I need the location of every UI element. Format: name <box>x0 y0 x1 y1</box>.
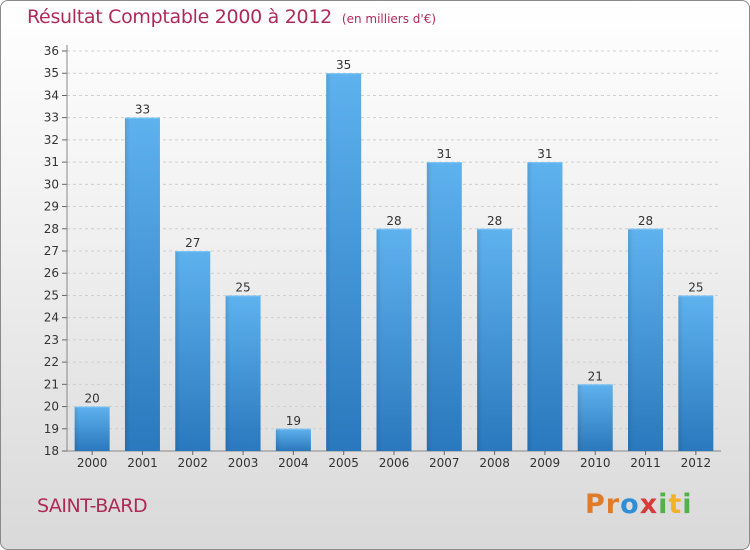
data-label: 25 <box>235 280 250 294</box>
x-tick-label: 2001 <box>127 456 158 470</box>
y-tick-label: 30 <box>44 177 59 191</box>
y-tick-label: 25 <box>44 288 59 302</box>
bar <box>477 228 513 451</box>
y-tick-label: 23 <box>44 333 59 347</box>
bar <box>628 228 664 451</box>
data-label: 28 <box>386 214 401 228</box>
y-tick-label: 28 <box>44 222 59 236</box>
bar-shade <box>326 73 332 451</box>
y-tick-label: 26 <box>44 266 59 280</box>
brand-logo-letter: i <box>658 489 669 520</box>
bar <box>326 73 362 451</box>
y-tick-label: 31 <box>44 155 59 169</box>
bar-shade <box>527 162 533 451</box>
y-tick-label: 36 <box>44 44 59 58</box>
x-tick-label: 2003 <box>228 456 259 470</box>
brand-logo-letter: i <box>682 489 693 520</box>
data-label: 31 <box>437 147 452 161</box>
commune-name: SAINT-BARD <box>37 495 148 517</box>
y-tick-label: 18 <box>44 444 59 458</box>
bar-shade <box>678 295 684 451</box>
bar <box>225 295 261 451</box>
bar-shade <box>124 117 130 452</box>
y-tick-label: 34 <box>44 88 59 102</box>
bar-shade <box>225 295 231 451</box>
bar <box>527 162 563 451</box>
x-tick-label: 2009 <box>530 456 561 470</box>
data-label: 25 <box>688 280 703 294</box>
chart-title: Résultat Comptable 2000 à 2012 <box>27 6 332 28</box>
brand-logo: Proxiti <box>585 489 693 520</box>
data-label: 35 <box>336 58 351 72</box>
x-tick-label: 2004 <box>278 456 309 470</box>
bar-shade <box>577 384 583 451</box>
data-label: 28 <box>638 214 653 228</box>
y-tick-label: 19 <box>44 422 59 436</box>
bar <box>175 251 211 451</box>
bar-shade <box>477 228 483 451</box>
y-tick-label: 24 <box>44 311 59 325</box>
bar-shade <box>376 228 382 451</box>
brand-logo-letter: t <box>668 489 683 520</box>
y-tick-label: 29 <box>44 200 59 214</box>
bar <box>376 228 412 451</box>
y-tick-label: 22 <box>44 355 59 369</box>
data-label: 20 <box>85 392 100 406</box>
data-label: 21 <box>588 369 603 383</box>
x-tick-label: 2006 <box>379 456 410 470</box>
y-tick-label: 33 <box>44 111 59 125</box>
x-tick-label: 2002 <box>177 456 208 470</box>
bar <box>678 295 714 451</box>
bar <box>426 162 462 451</box>
y-tick-label: 35 <box>44 66 59 80</box>
y-tick-label: 21 <box>44 377 59 391</box>
data-label: 19 <box>286 414 301 428</box>
bar-shade <box>628 228 634 451</box>
bar-shade <box>426 162 432 451</box>
data-label: 27 <box>185 236 200 250</box>
brand-logo-letter: r <box>605 489 621 520</box>
x-tick-label: 2005 <box>328 456 359 470</box>
bar-layer: 20 33 27 25 19 35 28 31 28 31 21 28 25 <box>74 58 714 452</box>
bar-shade <box>175 251 181 451</box>
bar <box>124 117 160 452</box>
x-tick-label: 2000 <box>77 456 108 470</box>
y-tick-label: 20 <box>44 400 59 414</box>
x-tick-label: 2008 <box>479 456 510 470</box>
x-tick-label: 2011 <box>630 456 661 470</box>
y-tick-label: 32 <box>44 133 59 147</box>
bar <box>275 428 311 451</box>
data-label: 31 <box>537 147 552 161</box>
title-line: Résultat Comptable 2000 à 2012 (en millie… <box>27 6 436 28</box>
brand-logo-letter: x <box>639 489 659 520</box>
chart-unit: (en milliers d'€) <box>341 12 437 26</box>
x-tick-label: 2007 <box>429 456 460 470</box>
brand-logo-letter: o <box>620 489 640 520</box>
axis-layer: 18 19 20 21 22 23 24 25 26 27 28 29 30 31 32 33 34 35 36 20… <box>44 44 721 470</box>
brand-logo-letter: P <box>585 489 606 520</box>
x-tick-label: 2012 <box>681 456 712 470</box>
x-tick-label: 2010 <box>580 456 611 470</box>
bar-shade <box>275 428 281 451</box>
data-label: 33 <box>135 103 150 117</box>
bar-shade <box>74 406 80 451</box>
bar <box>74 406 110 451</box>
y-tick-label: 27 <box>44 244 59 258</box>
data-label: 28 <box>487 214 502 228</box>
bar <box>577 384 613 451</box>
